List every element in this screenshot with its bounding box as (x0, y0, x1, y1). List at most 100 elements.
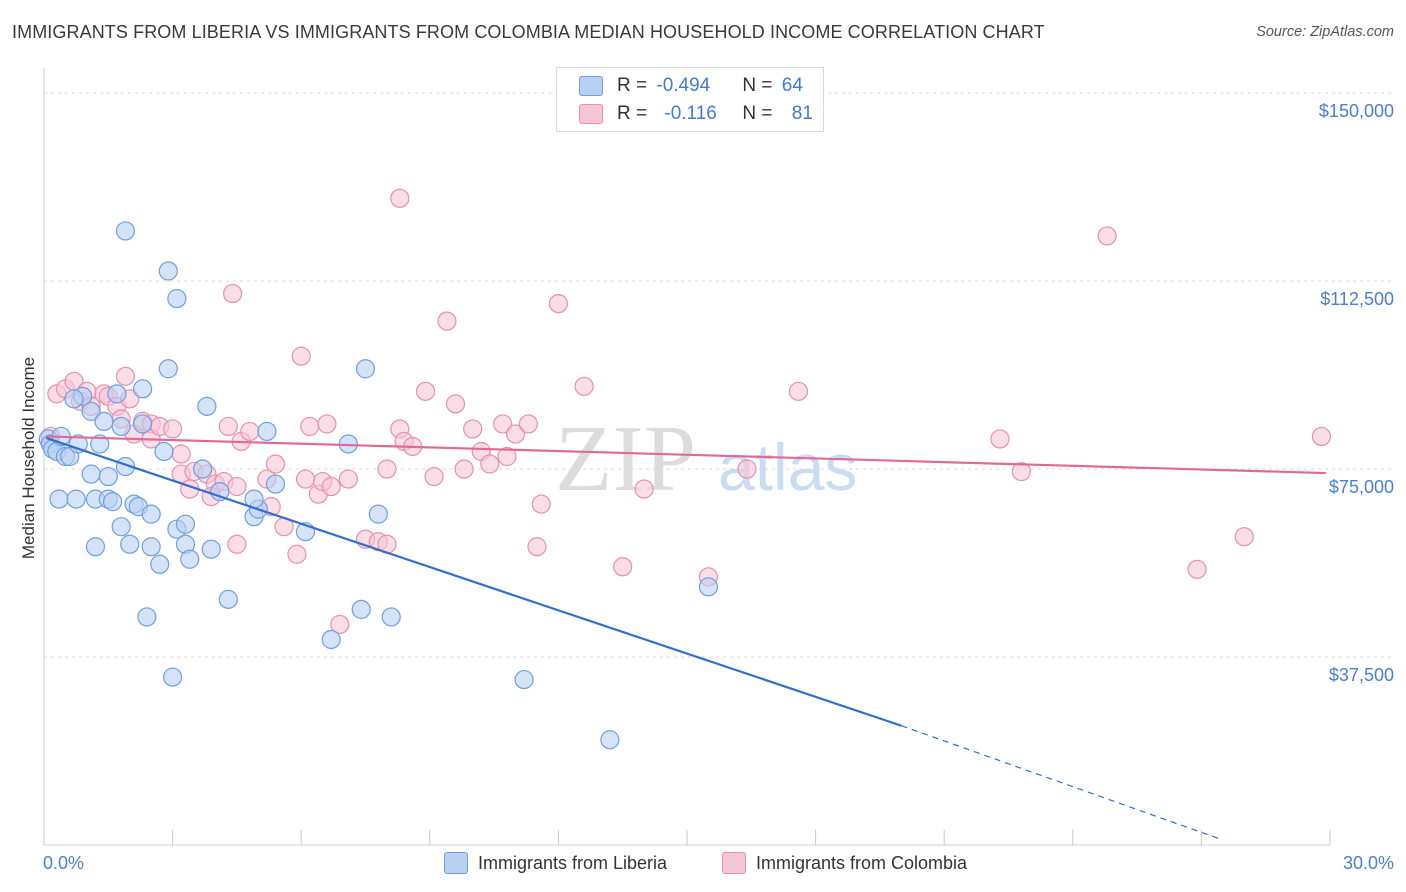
liberia-point (257, 421, 277, 442)
y-axis-label: Median Household Income (19, 357, 38, 559)
colombia-point (497, 446, 517, 467)
liberia-point (321, 629, 341, 650)
watermark-zip: ZIP (555, 407, 696, 511)
liberia-point (218, 589, 238, 609)
liberia-point (66, 489, 86, 509)
colombia-point (227, 476, 247, 497)
colombia-point (115, 366, 136, 386)
colombia-point (240, 421, 260, 442)
bottom-legend-label-colombia: Immigrants from Colombia (756, 852, 968, 873)
legend-r-label: R = (617, 75, 653, 96)
liberia-point (64, 389, 84, 409)
y-tick-label: $112,500 (1320, 289, 1394, 309)
bottom-legend-liberia: Immigrants from Liberia (444, 852, 667, 874)
liberia-trend-extrapolation (901, 725, 1224, 841)
liberia-point (154, 441, 174, 462)
legend-r-value: -0.494 (656, 75, 711, 96)
liberia-point (158, 359, 178, 379)
y-tick-label: $37,500 (1329, 665, 1394, 685)
liberia-point (81, 464, 101, 484)
bottom-legend-swatch-liberia (444, 852, 468, 874)
colombia-point (163, 419, 183, 439)
liberia-point (111, 517, 131, 537)
liberia-point (265, 474, 286, 494)
colombia-point (574, 376, 594, 396)
colombia-point (990, 429, 1010, 449)
colombia-point (415, 381, 436, 401)
bottom-legend-colombia: Immigrants from Colombia (722, 852, 967, 874)
liberia-point (368, 504, 388, 524)
x-tick-label-max: 30.0% (1343, 853, 1394, 873)
chart-title: IMMIGRANTS FROM LIBERIA VS IMMIGRANTS FR… (12, 22, 1045, 42)
watermark: ZIP atlas (555, 407, 857, 511)
liberia-point (158, 261, 178, 281)
colombia-point (505, 424, 526, 444)
legend-n-value: 64 (781, 75, 803, 96)
colombia-point (1097, 226, 1117, 246)
liberia-point (132, 379, 153, 399)
colombia-point (613, 557, 633, 577)
liberia-point (141, 537, 161, 557)
correlation-legend: R = -0.494 N = 64 R = -0.116 N = 81 (556, 67, 824, 132)
liberia-point (141, 504, 161, 524)
colombia-point (330, 614, 350, 635)
colombia-point (300, 416, 320, 437)
liberia-point (600, 730, 620, 750)
source-label: Source: ZipAtlas.com (1256, 24, 1394, 40)
colombia-point (737, 459, 757, 479)
liberia-point (98, 466, 118, 487)
colombia-point (445, 394, 466, 414)
legend-n-value: 81 (791, 103, 813, 124)
legend-swatch-liberia (579, 76, 603, 96)
colombia-point (390, 188, 410, 208)
legend-n-label: N = (742, 103, 778, 124)
legend-r-label: R = (617, 103, 653, 124)
liberia-point (90, 434, 110, 454)
colombia-point (321, 476, 341, 497)
liberia-point (81, 401, 101, 421)
liberia-point (115, 221, 136, 241)
colombia-point (788, 381, 809, 401)
liberia-point (210, 481, 230, 502)
colombia-point (437, 311, 457, 331)
liberia-point (698, 577, 719, 597)
liberia-point (137, 607, 157, 627)
liberia-point (94, 411, 114, 432)
colombia-point (527, 537, 547, 557)
bottom-legend-label-liberia: Immigrants from Liberia (478, 852, 668, 873)
liberia-point (355, 359, 376, 379)
liberia-point (120, 534, 140, 554)
colombia-point (480, 454, 500, 474)
liberia-point (68, 434, 88, 454)
y-tick-labels: $37,500 $75,000 $112,500 $150,000 (1319, 101, 1394, 685)
colombia-point (338, 469, 358, 489)
colombia-point (1011, 461, 1031, 482)
liberia-point (163, 667, 183, 687)
liberia-point (150, 554, 170, 574)
colombia-point (518, 414, 538, 434)
x-ticks (43, 830, 1331, 845)
colombia-point (1187, 559, 1207, 579)
liberia-trend-line (45, 436, 902, 727)
colombia-point (548, 294, 569, 314)
liberia-point (180, 549, 200, 569)
liberia-point (111, 416, 131, 437)
colombia-point (171, 444, 191, 464)
liberia-point (193, 459, 213, 479)
colombia-point (424, 466, 444, 487)
liberia-point (514, 669, 534, 690)
y-tick-label: $75,000 (1329, 477, 1394, 497)
colombia-point (287, 544, 307, 564)
colombia-point (463, 419, 483, 439)
bottom-legend-swatch-colombia (722, 852, 746, 874)
colombia-trend-line (46, 435, 1326, 475)
colombia-point (377, 459, 397, 479)
colombia-point (295, 469, 316, 489)
colombia-point (1311, 426, 1332, 447)
legend-r-value: -0.116 (664, 103, 717, 124)
liberia-point (49, 489, 69, 509)
legend-n-label: N = (742, 75, 778, 96)
colombia-point (1234, 527, 1254, 547)
liberia-point (102, 492, 123, 512)
